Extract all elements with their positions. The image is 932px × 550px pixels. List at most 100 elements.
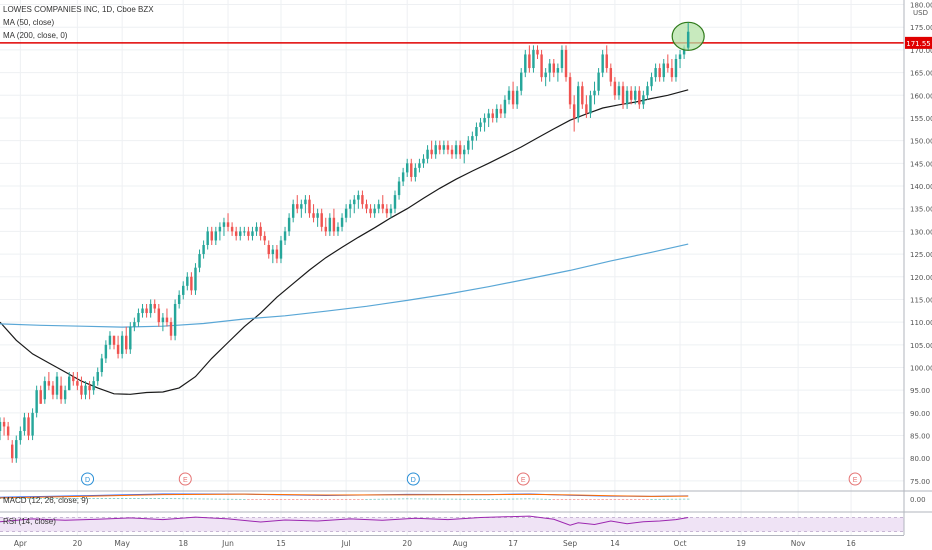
candle (532, 45, 535, 73)
candle-body (377, 204, 380, 209)
macd-hist-bar (23, 498, 26, 499)
macd-hist-bar (454, 498, 458, 500)
candle-body (678, 54, 682, 59)
candle-body (340, 217, 344, 227)
candle (511, 81, 515, 109)
candle (23, 412, 26, 436)
macd-hist-bar (666, 498, 670, 500)
candle-body (536, 49, 539, 55)
macd-hist-bar (357, 499, 360, 500)
candle-body (479, 122, 482, 128)
candle-body (263, 235, 266, 241)
rsi-line (0, 515, 689, 526)
candle (324, 217, 327, 236)
candle (499, 104, 503, 118)
candle (678, 49, 682, 69)
x-tick-label: 20 (73, 539, 83, 548)
macd-hist-bar (202, 498, 205, 500)
candle (108, 331, 112, 350)
x-tick-label: Sep (563, 539, 577, 548)
macd-hist-bar (104, 498, 108, 499)
macd-hist-bar (613, 499, 617, 500)
candle (177, 290, 181, 309)
candle (625, 86, 629, 109)
candle (129, 322, 132, 354)
macd-hist-bar (499, 498, 503, 500)
macd-hist-bar (182, 498, 185, 500)
candle (581, 81, 584, 109)
candle-body (426, 149, 429, 159)
candle-body (2, 421, 6, 427)
candle-body (316, 213, 319, 218)
candle-body (593, 90, 596, 96)
price-tag-label: 171.55 (906, 40, 931, 48)
candle (116, 335, 120, 359)
candle (125, 326, 128, 354)
dividend-marker (81, 472, 95, 486)
candle-body (76, 381, 79, 386)
candle (291, 199, 295, 223)
candle-body (446, 145, 450, 150)
x-tick-label: Jun (221, 539, 234, 548)
candle-body (300, 204, 303, 209)
macd-axis-label: 0.00 (910, 496, 926, 504)
x-tick-label: 16 (846, 539, 856, 548)
macd-hist-bar (634, 499, 637, 500)
macd-hist-bar (369, 498, 372, 500)
candle-body (560, 49, 564, 69)
macd-hist-bar (0, 498, 2, 499)
macd-hist-bar (68, 498, 71, 499)
earnings-marker (516, 472, 530, 486)
macd-hist-bar (625, 499, 629, 500)
candle (585, 95, 588, 118)
candle-body (385, 208, 389, 214)
candle (247, 226, 250, 241)
macd-hist-bar (194, 498, 197, 500)
candle (491, 108, 494, 123)
candle (593, 81, 596, 105)
candle-body (47, 381, 51, 386)
candle (222, 217, 226, 236)
candle-body (271, 249, 275, 255)
candle-body (291, 204, 295, 218)
macd-hist-bar (365, 499, 368, 500)
macd-hist-bar (6, 498, 10, 499)
candle-body (259, 226, 262, 236)
candle-body (393, 195, 397, 209)
candle (96, 367, 99, 386)
candle-body (503, 99, 507, 114)
candle (173, 299, 177, 341)
macd-hist-bar (532, 498, 535, 500)
macd-hist-bar (59, 498, 63, 499)
candle-body (515, 90, 519, 105)
candle (15, 435, 18, 463)
candle-body (613, 81, 617, 96)
legend-ma200: MA (200, close, 0) (3, 31, 68, 40)
candle (613, 77, 617, 100)
candle-body (194, 267, 197, 291)
candle (202, 240, 205, 259)
macd-hist-bar (467, 498, 470, 500)
candle-body (267, 245, 270, 255)
candle (2, 417, 6, 436)
candle (454, 140, 458, 159)
macd-hist-bar (552, 499, 556, 500)
candle (251, 226, 254, 241)
macd-hist-bar (621, 499, 625, 500)
candle-body (540, 54, 543, 78)
candle-body (450, 149, 454, 155)
macd-hist-bar (51, 498, 55, 499)
candle-body (230, 226, 234, 232)
macd-hist-bar (88, 498, 91, 499)
candle (336, 222, 340, 236)
candle (157, 303, 161, 327)
candle-body (662, 63, 665, 78)
x-tick-label: Jul (341, 539, 351, 548)
macd-hist-bar (658, 498, 661, 500)
legend-ma50: MA (50, close) (3, 18, 55, 27)
candle (446, 140, 450, 155)
macd-hist-bar (568, 499, 572, 500)
macd-hist-bar (275, 499, 279, 500)
candle (100, 353, 104, 377)
